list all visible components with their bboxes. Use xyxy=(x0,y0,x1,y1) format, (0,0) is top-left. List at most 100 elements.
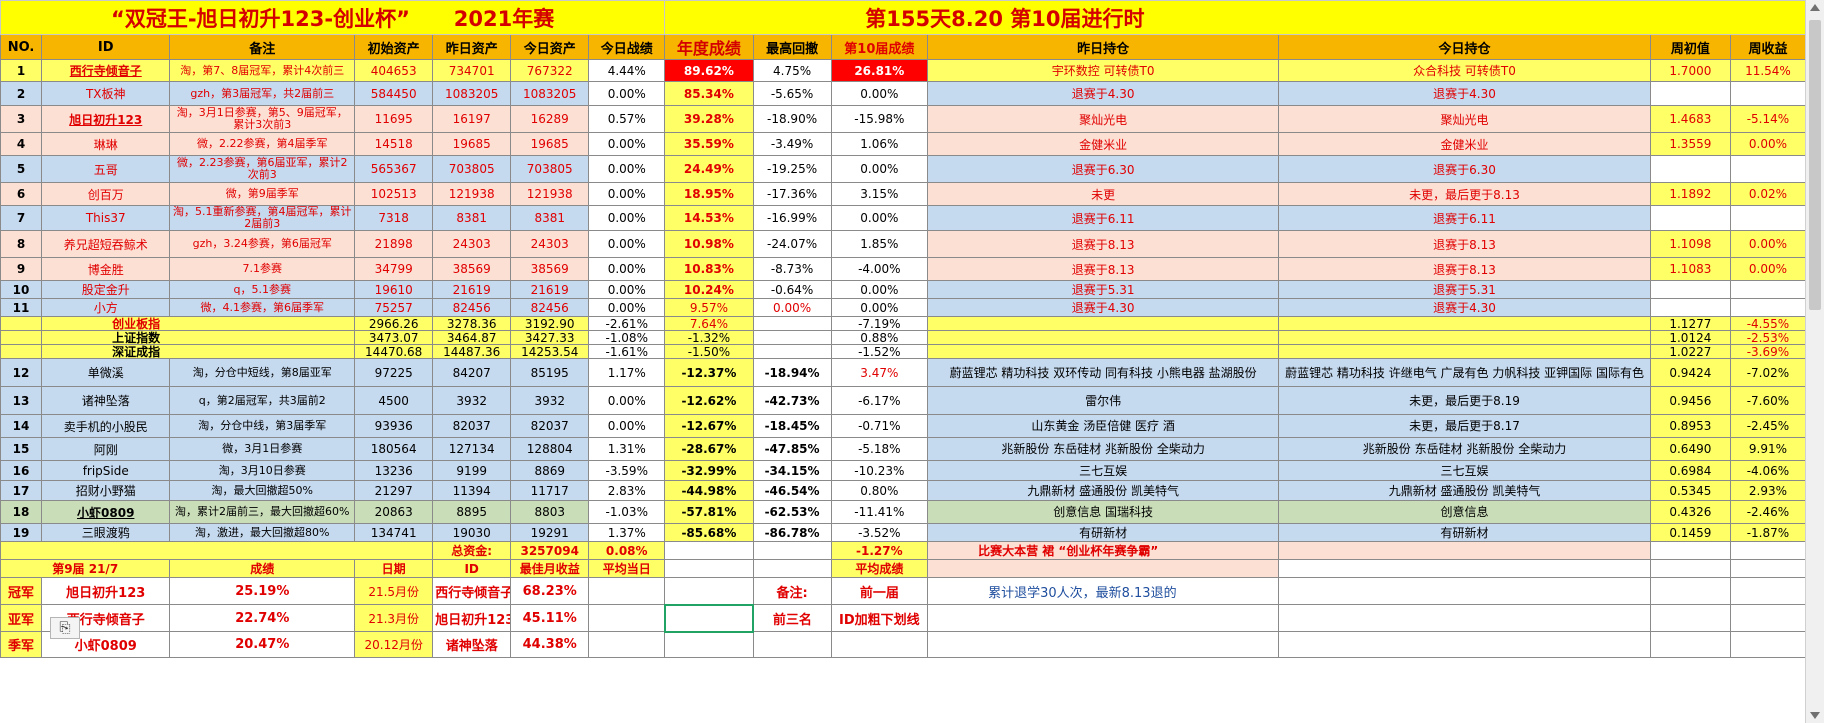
index-year[interactable]: -1.50% xyxy=(664,344,754,359)
header-init[interactable]: 初始资产 xyxy=(354,34,434,60)
scroll-up-icon[interactable] xyxy=(1810,4,1820,11)
history-edition[interactable]: 第9届 21/7 xyxy=(0,559,171,578)
row-hold-yest[interactable]: 金健米业 xyxy=(927,132,1280,156)
row-drawdown[interactable]: -0.64% xyxy=(752,280,832,299)
row-year[interactable]: -32.99% xyxy=(664,460,754,481)
row-id[interactable]: fripSide xyxy=(41,460,171,481)
row-day-pct[interactable]: 0.00% xyxy=(588,132,666,156)
history-blank-1[interactable] xyxy=(588,604,666,632)
history-name[interactable]: 旭日初升123 xyxy=(41,577,171,605)
row-note[interactable]: q，5.1参赛 xyxy=(169,280,356,299)
row-week-ret[interactable]: -2.46% xyxy=(1729,500,1806,524)
row-day-pct[interactable]: 1.37% xyxy=(588,523,666,542)
row-hold-yest[interactable]: 退赛于4.30 xyxy=(927,298,1280,317)
row-yest[interactable]: 84207 xyxy=(432,358,512,387)
row-init[interactable]: 584450 xyxy=(354,81,434,106)
row-week-init[interactable]: 0.5345 xyxy=(1649,480,1731,501)
history-date[interactable]: 21.5月份 xyxy=(354,577,434,605)
index-blank[interactable] xyxy=(0,316,43,331)
row-no[interactable]: 5 xyxy=(0,155,43,183)
row-week-ret[interactable]: -2.45% xyxy=(1729,414,1806,438)
row-yest[interactable]: 82456 xyxy=(432,298,512,317)
row-hold-today[interactable]: 未更，最后更于8.19 xyxy=(1278,386,1651,415)
row-yest[interactable]: 19685 xyxy=(432,132,512,156)
row-hold-today[interactable]: 退赛于6.30 xyxy=(1278,155,1651,183)
row-id[interactable]: 小虾0809 xyxy=(41,500,171,524)
row-today[interactable]: 3932 xyxy=(510,386,590,415)
row-week-ret[interactable]: 2.93% xyxy=(1729,480,1806,501)
index-week-ret[interactable]: -3.69% xyxy=(1729,344,1806,359)
row-hold-yest[interactable]: 创意信息 国瑞科技 xyxy=(927,500,1280,524)
row-week-init[interactable]: 0.9456 xyxy=(1649,386,1731,415)
row-year[interactable]: 35.59% xyxy=(664,132,754,156)
row-init[interactable]: 134741 xyxy=(354,523,434,542)
row-hold-today[interactable]: 聚灿光电 xyxy=(1278,105,1651,133)
index-init[interactable]: 3473.07 xyxy=(354,330,434,345)
index-week-ret[interactable]: -2.53% xyxy=(1729,330,1806,345)
row-drawdown[interactable]: -18.45% xyxy=(752,414,832,438)
row-id[interactable]: 招财小野猫 xyxy=(41,480,171,501)
row-hold-yest[interactable]: 宇环数控 可转债T0 xyxy=(927,59,1280,82)
row-today[interactable]: 8869 xyxy=(510,460,590,481)
header-week-ret[interactable]: 周收益 xyxy=(1729,34,1806,60)
header-drawdown[interactable]: 最高回撤 xyxy=(752,34,832,60)
row-s10[interactable]: 1.06% xyxy=(830,132,929,156)
row-drawdown[interactable]: -62.53% xyxy=(752,500,832,524)
row-note[interactable]: 淘，3月1日参赛，第5、9届冠军，累计3次前3 xyxy=(169,105,356,133)
row-week-ret[interactable] xyxy=(1729,298,1806,317)
index-init[interactable]: 2966.26 xyxy=(354,316,434,331)
row-note[interactable]: 7.1参赛 xyxy=(169,257,356,281)
row-no[interactable]: 10 xyxy=(0,280,43,299)
row-s10[interactable]: -6.17% xyxy=(830,386,929,415)
row-yest[interactable]: 16197 xyxy=(432,105,512,133)
scroll-thumb[interactable] xyxy=(1809,20,1821,310)
history-blank-3[interactable] xyxy=(1278,577,1651,605)
row-note[interactable]: 微，第9届季军 xyxy=(169,182,356,206)
history-date-header[interactable]: 日期 xyxy=(354,559,434,578)
history-best[interactable]: 45.11% xyxy=(510,604,590,632)
row-week-init[interactable]: 1.3559 xyxy=(1649,132,1731,156)
row-year[interactable]: 89.62% xyxy=(664,59,754,82)
vertical-scrollbar[interactable] xyxy=(1805,0,1824,723)
row-drawdown[interactable]: -46.54% xyxy=(752,480,832,501)
row-id[interactable]: 阿刚 xyxy=(41,437,171,461)
paste-options-icon[interactable]: ⎘ xyxy=(50,617,80,639)
row-week-init[interactable]: 1.1083 xyxy=(1649,257,1731,281)
history-id-header[interactable]: ID xyxy=(432,559,512,578)
history-label[interactable]: 前三名 xyxy=(752,604,832,632)
row-today[interactable]: 16289 xyxy=(510,105,590,133)
row-no[interactable]: 19 xyxy=(0,523,43,542)
row-year[interactable]: 14.53% xyxy=(664,205,754,231)
row-s10[interactable]: -0.71% xyxy=(830,414,929,438)
row-week-ret[interactable] xyxy=(1729,205,1806,231)
row-id[interactable]: 股定金升 xyxy=(41,280,171,299)
row-week-ret[interactable]: -1.87% xyxy=(1729,523,1806,542)
row-id[interactable]: 五哥 xyxy=(41,155,171,183)
row-hold-today[interactable]: 退赛于5.31 xyxy=(1278,280,1651,299)
row-week-ret[interactable]: 0.00% xyxy=(1729,257,1806,281)
row-day-pct[interactable]: 2.83% xyxy=(588,480,666,501)
row-note[interactable]: 微，3月1日参赛 xyxy=(169,437,356,461)
history-id[interactable]: 旭日初升123 xyxy=(432,604,512,632)
row-init[interactable]: 75257 xyxy=(354,298,434,317)
row-init[interactable]: 21898 xyxy=(354,230,434,258)
index-s10[interactable]: 0.88% xyxy=(830,330,929,345)
row-no[interactable]: 3 xyxy=(0,105,43,133)
row-year[interactable]: -12.62% xyxy=(664,386,754,415)
row-init[interactable]: 13236 xyxy=(354,460,434,481)
index-today[interactable]: 3192.90 xyxy=(510,316,590,331)
row-hold-yest[interactable]: 退赛于8.13 xyxy=(927,230,1280,258)
row-today[interactable]: 21619 xyxy=(510,280,590,299)
row-note[interactable]: gzh，3.24参赛，第6届冠军 xyxy=(169,230,356,258)
row-hold-today[interactable]: 未更，最后更于8.17 xyxy=(1278,414,1651,438)
row-day-pct[interactable]: 1.31% xyxy=(588,437,666,461)
row-hold-yest[interactable]: 退赛于6.30 xyxy=(927,155,1280,183)
title-day-cell[interactable]: 第155天8.20 第10届进行时 xyxy=(664,0,1806,35)
row-yest[interactable]: 11394 xyxy=(432,480,512,501)
row-drawdown[interactable]: -17.36% xyxy=(752,182,832,206)
index-week-init[interactable]: 1.0227 xyxy=(1649,344,1731,359)
history-rank[interactable]: 亚军 xyxy=(0,604,43,632)
history-blank-1[interactable] xyxy=(588,631,666,658)
row-today[interactable]: 11717 xyxy=(510,480,590,501)
row-drawdown[interactable]: 0.00% xyxy=(752,298,832,317)
